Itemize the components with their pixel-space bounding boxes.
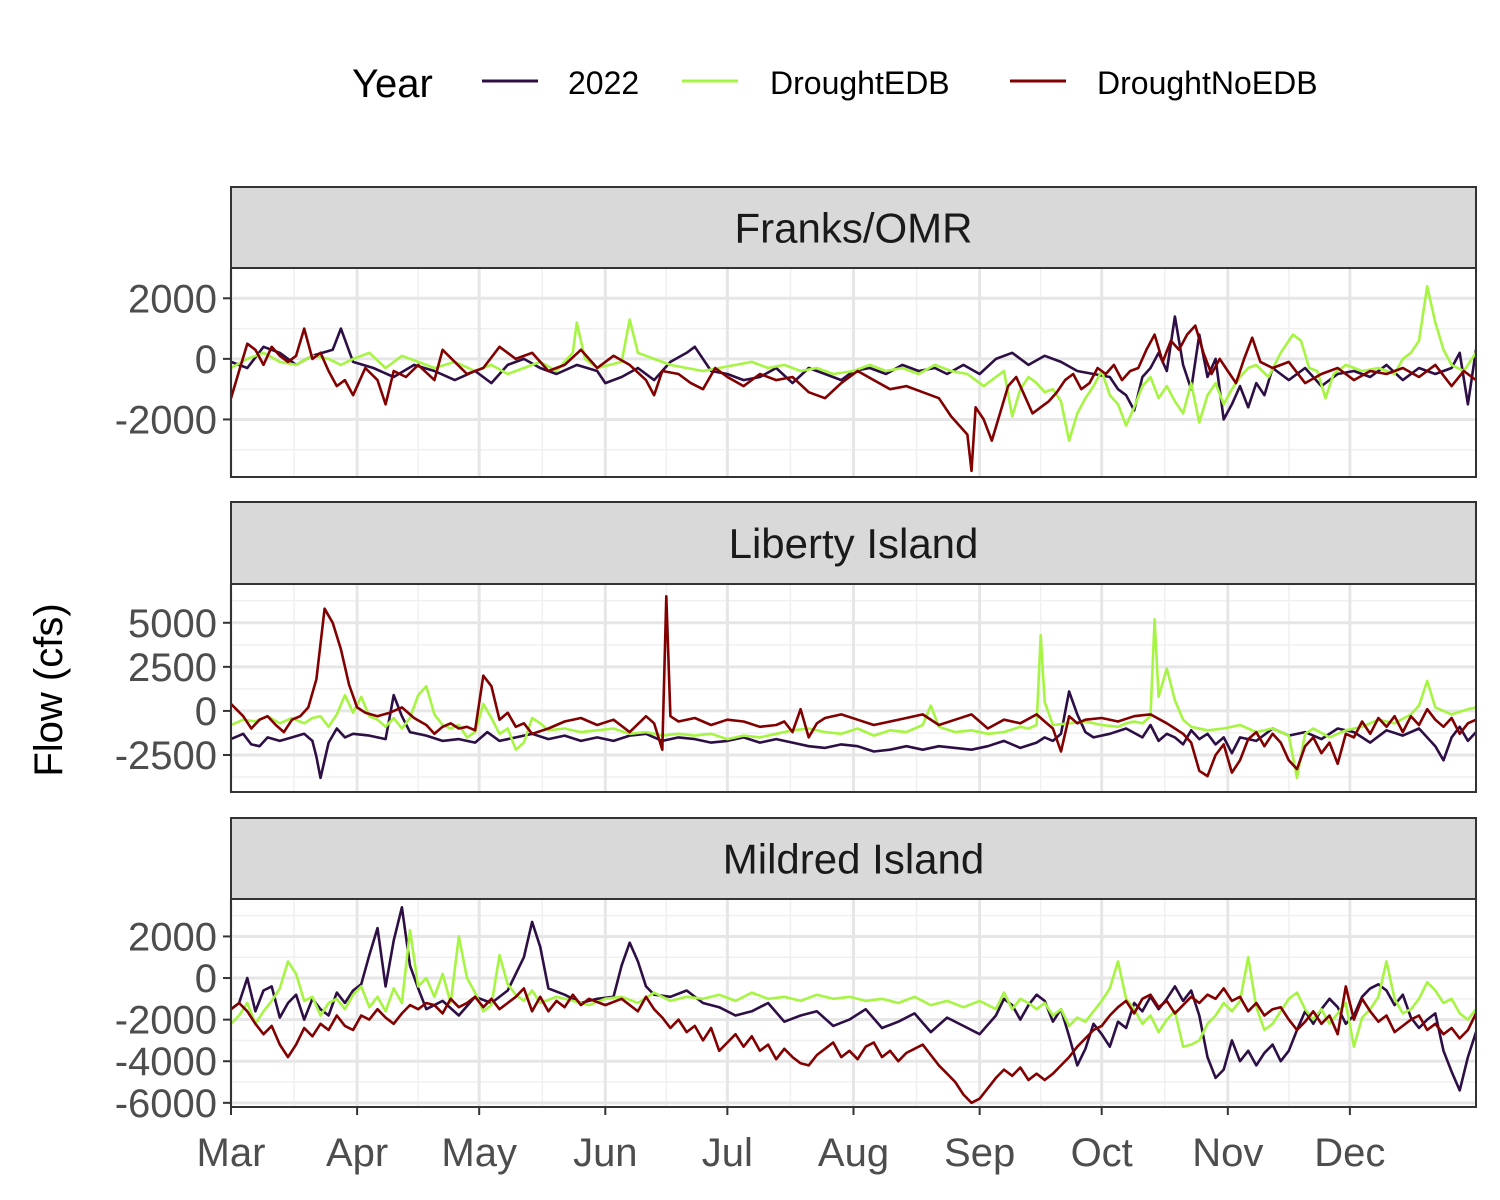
y-tick-label: -2000 [115,398,217,442]
facet-strip [230,186,1477,269]
facet-strip-label: Mildred Island [723,836,984,883]
x-tick-label: Nov [1192,1131,1263,1175]
series-line-droughtnoedb [231,985,1476,1105]
x-tick-label: Jun [573,1131,638,1175]
series-line-droughtedb [231,928,1476,1048]
legend-label-droughtnoedb: DroughtNoEDB [1097,65,1318,101]
x-tick-label: May [441,1131,517,1175]
panel-border [230,267,1477,478]
series-line-droughtnoedb [231,595,1476,778]
legend-title: Year [352,62,433,106]
y-tick-label: -2500 [115,734,217,778]
x-tick-label: Mar [197,1131,266,1175]
facet-strip-label: Franks/OMR [734,205,972,252]
legend-label-droughtedb: DroughtEDB [770,65,950,101]
series-line-2022 [231,315,1476,421]
series-line-droughtnoedb [231,324,1476,473]
x-tick-label: Jul [702,1131,753,1175]
facet-strip [230,817,1477,900]
series-line-droughtedb [231,618,1476,780]
y-tick-label: 5000 [128,602,217,646]
panel-border [230,583,1477,793]
x-tick-label: Apr [326,1131,388,1175]
legend-label-2022: 2022 [568,65,639,101]
legend: Year 2022 DroughtEDB DroughtNoEDB [352,62,1318,106]
x-tick-label: Oct [1071,1131,1133,1175]
y-tick-label: -2000 [115,999,217,1043]
facet-strip [230,501,1477,585]
y-tick-label: -4000 [115,1040,217,1084]
y-tick-label: 0 [195,338,217,382]
x-tick-label: Sep [944,1131,1015,1175]
y-axis-title: Flow (cfs) [27,603,71,776]
x-axis: Mar Apr May Jun Jul Aug Sep Oct Nov Dec [197,1107,1385,1175]
x-tick-label: Aug [818,1131,889,1175]
y-tick-label: 2000 [128,915,217,959]
y-tick-label: -6000 [115,1082,217,1126]
y-tick-label: 2000 [128,277,217,321]
y-tick-label: 0 [195,690,217,734]
panel-franks-omr: Franks/OMR 2000 0 -2000 [115,186,1477,478]
facet-strip-label: Liberty Island [729,520,979,567]
x-tick-label: Dec [1314,1131,1385,1175]
y-tick-label: 2500 [128,646,217,690]
series-line-droughtedb [231,284,1476,442]
y-tick-label: 0 [195,957,217,1001]
